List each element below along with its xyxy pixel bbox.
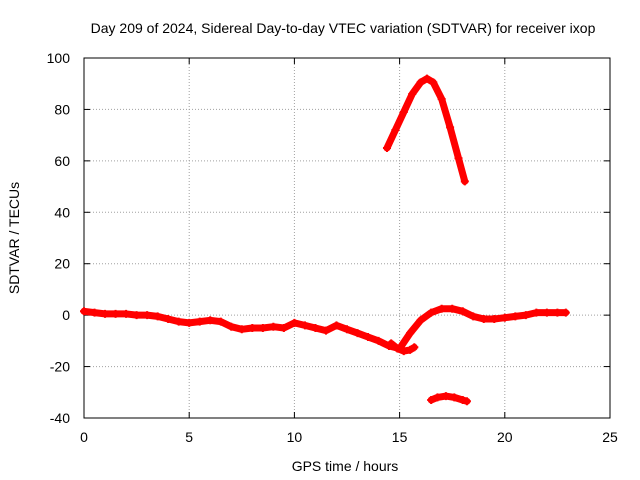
data-point [122, 309, 131, 318]
data-point [300, 321, 309, 330]
data-point [561, 308, 570, 317]
data-point [458, 307, 467, 316]
y-tick-label: 100 [47, 50, 71, 66]
data-point [248, 324, 257, 332]
data-point [374, 336, 383, 345]
data-point [429, 78, 438, 87]
x-tick-label: 10 [287, 429, 303, 445]
data-point [441, 392, 450, 401]
y-tick-label: 60 [54, 153, 70, 169]
y-tick-label: -40 [50, 410, 70, 426]
data-point [446, 123, 455, 132]
data-point [469, 312, 478, 321]
data-point [399, 108, 408, 116]
data-point [269, 322, 278, 331]
y-axis-label: SDTVAR / TECUs [6, 182, 22, 294]
x-tick-label: 5 [185, 429, 193, 445]
data-point [542, 308, 551, 317]
data-point [416, 316, 425, 325]
axis-ticks: 0 5 10 15 20 25 -40 -20 0 20 40 60 80 100 [47, 50, 618, 445]
data-point [511, 312, 520, 321]
x-tick-label: 0 [80, 429, 88, 445]
data-point [332, 321, 341, 330]
data-point [450, 393, 459, 402]
x-tick-label: 15 [392, 429, 408, 445]
data-point [80, 307, 88, 316]
data-point [164, 315, 173, 323]
x-tick-label: 20 [497, 429, 513, 445]
data-point [532, 308, 541, 317]
y-tick-label: 80 [54, 101, 70, 117]
data-point [387, 339, 396, 348]
data-point [410, 343, 419, 352]
data-point [408, 90, 417, 98]
data-point [111, 309, 120, 318]
data-point [227, 322, 236, 331]
data-point [406, 345, 415, 354]
data-point [458, 396, 467, 404]
data-point [521, 311, 530, 320]
data-point [416, 78, 425, 87]
data-point [195, 317, 204, 326]
x-axis-label: GPS time / hours [292, 458, 399, 474]
data-point [479, 315, 488, 323]
data-point [216, 317, 225, 326]
data-point [490, 315, 499, 323]
plot-frame [83, 57, 611, 419]
data-point [132, 311, 141, 320]
data-series [80, 74, 570, 406]
data-point [427, 396, 436, 404]
data-point [90, 308, 99, 317]
data-point [321, 326, 330, 335]
y-tick-label: 0 [62, 307, 70, 323]
data-point [364, 333, 373, 341]
data-point [290, 318, 299, 327]
data-point [258, 324, 267, 332]
data-point [153, 312, 162, 321]
data-point [437, 304, 446, 313]
y-tick-label: -20 [50, 359, 70, 375]
data-point [279, 324, 288, 332]
data-point [500, 313, 509, 322]
chart-title: Day 209 of 2024, Sidereal Day-to-day VTE… [91, 20, 596, 36]
y-tick-label: 40 [54, 204, 70, 220]
data-point [382, 144, 391, 152]
data-point [174, 317, 183, 326]
data-point [460, 177, 469, 186]
data-point [422, 74, 431, 83]
data-point [399, 347, 408, 356]
data-point [454, 154, 463, 163]
data-point [553, 308, 562, 317]
y-tick-label: 20 [54, 256, 70, 272]
grid [84, 58, 610, 418]
data-point [462, 397, 471, 406]
data-point [391, 126, 400, 134]
data-point [427, 308, 436, 317]
data-point [433, 393, 442, 402]
data-point [406, 329, 415, 338]
data-point [143, 311, 152, 320]
data-point [206, 316, 215, 325]
data-point [353, 329, 362, 338]
data-point [437, 95, 446, 104]
data-point [343, 325, 351, 334]
data-point [101, 309, 110, 318]
data-point [311, 324, 320, 332]
x-tick-label: 25 [602, 429, 618, 445]
data-point [448, 304, 457, 313]
data-point [393, 344, 402, 353]
data-point [185, 318, 194, 327]
data-point [237, 325, 246, 334]
